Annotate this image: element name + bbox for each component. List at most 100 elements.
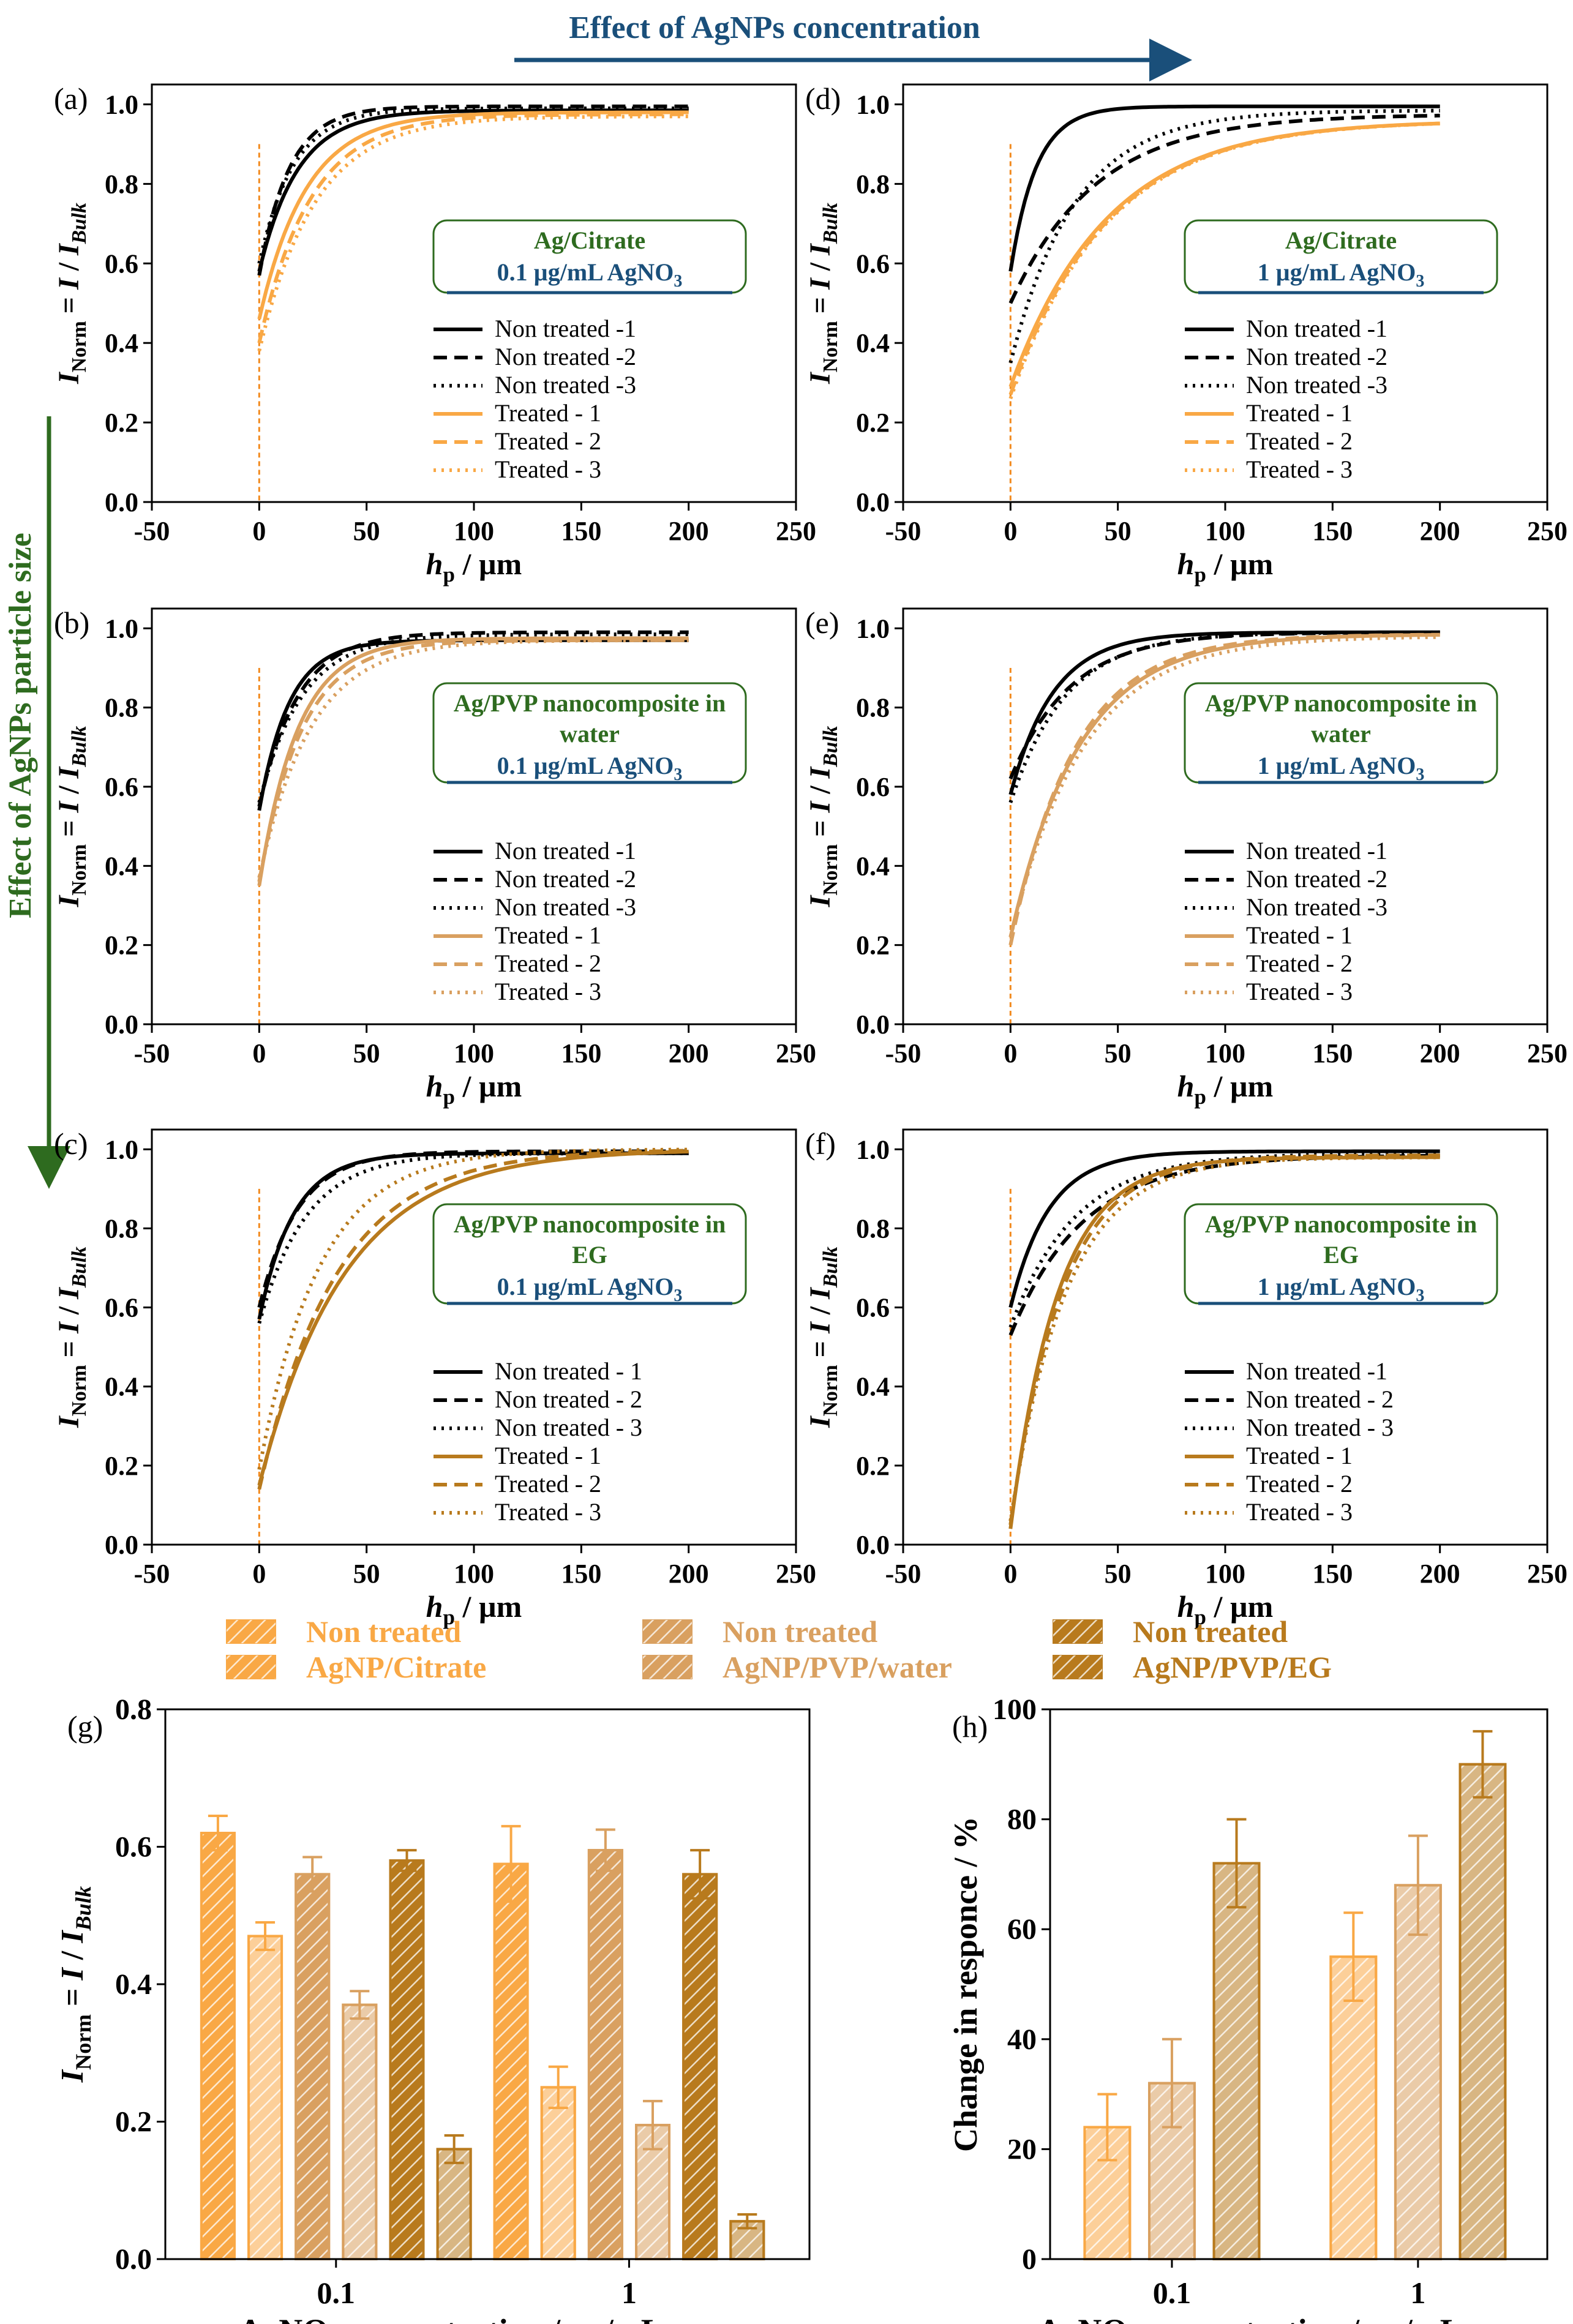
y-tick-label: 1.0: [856, 89, 890, 119]
legend-label: Non treated -1: [1246, 837, 1387, 864]
y-tick-label: 0.2: [856, 931, 890, 961]
x-tick-label: 250: [776, 516, 816, 546]
series-line: [1008, 633, 1440, 938]
bar-charts: (g) 0.1 1 0.0 0.2 0.4 0.6 0.8 AgNO3 concentratio…: [55, 1693, 1549, 2324]
y-axis-label: INorm = I / IBulk: [53, 725, 91, 907]
y-tick-label: 0.2: [856, 1451, 890, 1481]
y-axis-label: Change in responce / %: [947, 1816, 984, 2152]
series-line: [257, 108, 689, 272]
y-tick-label: 0.6: [105, 1293, 138, 1323]
line-chart-panel: (d) -50 0 50 100 150 200 250 0.0 0.2 0.4 0.6 0.8 1.0 h…: [804, 81, 1567, 587]
series-line: [257, 1149, 689, 1490]
series-line: [1008, 108, 1440, 364]
legend-label: Non treated -3: [495, 371, 636, 399]
legend-label: Treated - 3: [1246, 1498, 1353, 1526]
x-tick-label: 50: [353, 1559, 380, 1589]
panel-label: (a): [54, 81, 88, 116]
bar: [389, 1849, 425, 2260]
x-tick-label: 0: [1004, 516, 1017, 546]
legend-swatch: [642, 1655, 693, 1679]
x-tick-label: 100: [454, 1038, 494, 1068]
legend-swatch: [226, 1655, 276, 1679]
x-tick-label: 0.1: [1153, 2276, 1192, 2310]
bar: [635, 2099, 671, 2261]
y-tick-label: 0.2: [115, 2106, 152, 2138]
y-tick-label: 0.6: [856, 1293, 890, 1323]
x-tick-label: 0: [252, 1559, 266, 1589]
x-tick-label: 100: [454, 1559, 494, 1589]
legend-label: Treated - 3: [495, 455, 601, 483]
series-line: [257, 630, 689, 807]
legend-label: Non treated -1: [495, 837, 636, 864]
bar: [1329, 1911, 1378, 2261]
legend-label: Treated - 1: [1246, 1442, 1353, 1469]
panel-label: (f): [805, 1126, 836, 1161]
legend-swatch-hatch: [227, 1655, 276, 1679]
x-tick-label: 50: [1105, 516, 1132, 546]
y-axis-label: INorm = I / IBulk: [55, 1886, 96, 2083]
x-tick-label: 150: [561, 1559, 601, 1589]
series-line: [1008, 632, 1440, 946]
legend-swatch: [1053, 1655, 1103, 1679]
x-tick-label: -50: [134, 1559, 170, 1589]
x-tick-label: 200: [1420, 516, 1460, 546]
bar-hatch: [200, 1832, 236, 2261]
series-line: [1008, 104, 1440, 272]
info-box-title: Ag/PVP nanocomposite in: [454, 1210, 726, 1238]
info-box: Ag/PVP nanocomposite in EG 0.1 µg/mL AgNO3: [432, 1203, 747, 1305]
y-tick-label: 0.2: [105, 408, 138, 438]
series-line: [1008, 1153, 1440, 1336]
info-box-title: Ag/PVP nanocomposite in: [1205, 689, 1477, 717]
bar-hatch: [682, 1873, 718, 2260]
legend-label: Treated - 3: [495, 1498, 601, 1526]
x-tick-label: 50: [353, 516, 380, 546]
x-tick-label: 200: [1420, 1038, 1460, 1068]
legend-label: Non treated -3: [495, 893, 636, 921]
x-tick-label: 0: [252, 516, 266, 546]
x-tick-label: 250: [1527, 1559, 1567, 1589]
y-tick-label: 0.0: [105, 1010, 138, 1040]
x-tick-label: 100: [1205, 1559, 1245, 1589]
series-line: [1008, 113, 1440, 304]
x-tick-label: 100: [454, 516, 494, 546]
bar-hatch: [1212, 1862, 1261, 2260]
x-tick-label: 0: [1004, 1559, 1017, 1589]
bar: [1458, 1730, 1507, 2261]
legend-label: Non treated - 3: [495, 1414, 642, 1441]
series-line: [257, 104, 689, 276]
bar-chart-panel: (g) 0.1 1 0.0 0.2 0.4 0.6 0.8 AgNO3 concentratio…: [55, 1693, 811, 2324]
bar: [1083, 2093, 1132, 2260]
legend-label: Non treated: [723, 1614, 877, 1649]
bar: [540, 2065, 576, 2260]
bar: [587, 1828, 623, 2261]
legend-label: Treated - 1: [1246, 399, 1353, 427]
bar-hatch: [1329, 1955, 1378, 2261]
x-tick-label: 1: [621, 2276, 637, 2310]
y-tick-label: 0.4: [856, 328, 890, 358]
bar: [436, 2134, 472, 2260]
x-tick-label: -50: [134, 1038, 170, 1068]
y-tick-label: 0.8: [115, 1693, 152, 1726]
series-line: [1008, 1149, 1440, 1308]
y-tick-label: 0.8: [856, 169, 890, 199]
x-tick-label: 0: [1004, 1038, 1017, 1068]
line-chart-panel: (b) -50 0 50 100 150 200 250 0.0 0.2 0.4 0.6 0.8 1.0 h…: [53, 605, 816, 1109]
legend-label: Non treated -1: [1246, 1357, 1387, 1385]
y-tick-label: 40: [1007, 2023, 1037, 2056]
panel-label: (g): [67, 1709, 103, 1744]
legend-label: Treated - 3: [1246, 978, 1353, 1005]
x-tick-label: 0: [252, 1038, 266, 1068]
y-tick-label: 100: [993, 1693, 1037, 1726]
legend-label: Treated - 2: [495, 1470, 601, 1497]
y-tick-label: 0.6: [115, 1831, 152, 1864]
bar: [1212, 1818, 1261, 2260]
side-arrow-label: Effect of AgNPs particle size: [3, 533, 38, 918]
x-tick-label: 200: [669, 516, 709, 546]
legend-label: AgNP/Citrate: [306, 1650, 486, 1684]
y-tick-label: 0.6: [105, 772, 138, 802]
panel-label: (h): [952, 1709, 988, 1744]
plot-frame: [151, 1128, 797, 1546]
info-box-title: Ag/Citrate: [534, 227, 645, 254]
panel-label: (d): [805, 81, 841, 116]
legend-label: Non treated: [1133, 1614, 1288, 1649]
